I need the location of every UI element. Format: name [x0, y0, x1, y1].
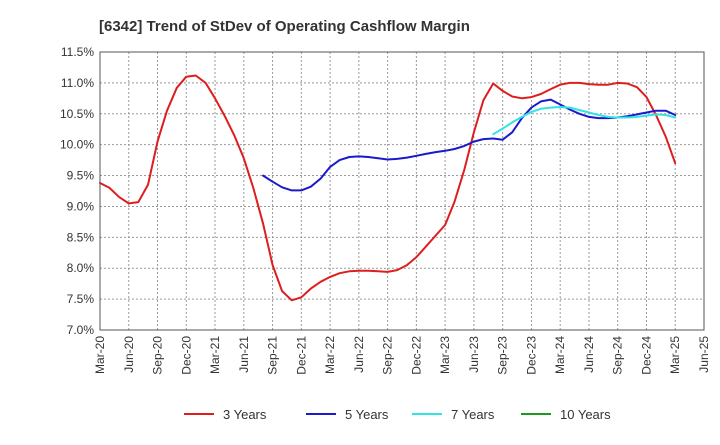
x-axis-tick-labels: Mar-20 Jun-20 Sep-20 Dec-20 Mar-21 Jun-21 Sep-…: [93, 336, 711, 375]
y-tick-label: 10.5%: [60, 107, 94, 121]
x-tick-label: Dec-22: [409, 336, 423, 375]
y-tick-label: 11.0%: [61, 76, 94, 90]
x-tick-label: Dec-23: [524, 336, 538, 375]
y-tick-label: 7.0%: [67, 323, 95, 337]
x-tick-label: Mar-20: [93, 336, 107, 374]
x-tick-label: Dec-24: [639, 336, 653, 375]
legend-label: 5 Years: [345, 407, 389, 422]
y-tick-label: 8.5%: [67, 230, 95, 244]
x-tick-label: Mar-24: [553, 336, 567, 374]
y-tick-label: 11.5%: [61, 45, 94, 59]
x-tick-label: Sep-23: [496, 336, 510, 375]
x-tick-label: Jun-24: [582, 336, 596, 373]
x-tick-label: Mar-25: [668, 336, 682, 374]
y-tick-label: 9.5%: [67, 169, 95, 183]
series-line-3-years: [99, 74, 677, 302]
series-line-7-years: [492, 106, 677, 136]
x-tick-label: Sep-20: [151, 336, 165, 375]
x-tick-label: Jun-21: [237, 336, 251, 373]
x-tick-label: Jun-25: [697, 336, 711, 373]
series-line-5-years: [262, 98, 677, 192]
y-tick-label: 7.5%: [67, 292, 95, 306]
y-tick-label: 10.0%: [60, 138, 94, 152]
x-tick-label: Sep-24: [611, 336, 625, 375]
chart-title: [6342] Trend of StDev of Operating Cashf…: [99, 18, 470, 35]
x-tick-label: Jun-20: [122, 336, 136, 373]
y-axis-tick-labels: 7.0% 7.5% 8.0% 8.5% 9.0% 9.5% 10.0% 10.5% 11.0% 1…: [60, 45, 94, 337]
x-tick-label: Sep-22: [381, 336, 395, 375]
x-tick-label: Mar-21: [208, 336, 222, 374]
plot-area-frame: [99, 51, 705, 331]
legend-label: 7 Years: [451, 407, 495, 422]
legend-label: 3 Years: [223, 407, 267, 422]
series-lines: [99, 74, 677, 302]
grid-lines: [100, 52, 704, 330]
x-tick-label: Mar-23: [438, 336, 452, 374]
legend: 3 Years 5 Years 7 Years 10 Years: [184, 407, 611, 422]
y-tick-label: 9.0%: [67, 199, 95, 213]
x-tick-label: Jun-22: [352, 336, 366, 373]
x-tick-label: Mar-22: [323, 336, 337, 374]
x-tick-label: Sep-21: [266, 336, 280, 375]
y-tick-label: 8.0%: [67, 261, 95, 275]
legend-label: 10 Years: [560, 407, 611, 422]
x-tick-label: Dec-20: [179, 336, 193, 375]
x-tick-label: Dec-21: [294, 336, 308, 375]
x-tick-label: Jun-23: [467, 336, 481, 373]
